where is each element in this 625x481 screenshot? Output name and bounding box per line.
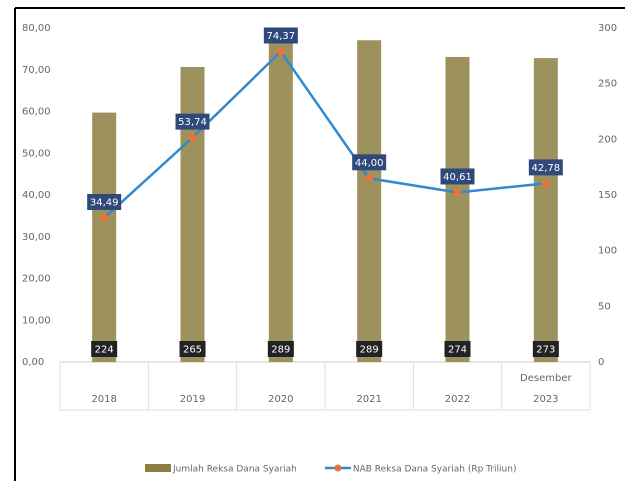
value-label-box: [263, 27, 298, 44]
value-label-box: [87, 194, 122, 211]
y-tick-label: 20,00: [22, 274, 51, 285]
value-label: 44,00: [355, 158, 384, 169]
y-tick-label: 30,00: [22, 232, 51, 243]
value-label-box: [440, 168, 475, 185]
bar-label: 224: [95, 345, 114, 356]
bar-label-box: [267, 341, 294, 357]
y2-tick-label: 250: [598, 79, 617, 90]
x-annotation: Desember: [520, 373, 572, 384]
bar-label: 273: [536, 345, 555, 356]
bar-label: 265: [183, 345, 202, 356]
marker: [541, 179, 550, 188]
x-tick-label: 2020: [268, 394, 293, 405]
value-label: 74,37: [267, 31, 296, 42]
y2-tick-label: 0: [598, 357, 604, 368]
marker: [276, 47, 285, 56]
bar-label: 289: [360, 345, 379, 356]
marker: [453, 188, 462, 197]
y2-tick-label: 50: [598, 301, 611, 312]
bar-label-box: [532, 341, 559, 357]
bar: [180, 66, 205, 362]
y2-tick-label: 150: [598, 190, 617, 201]
y-tick-label: 60,00: [22, 107, 51, 118]
bar: [92, 112, 117, 362]
y2-tick-label: 100: [598, 246, 617, 257]
value-label: 34,49: [90, 198, 119, 209]
marker: [188, 133, 197, 142]
y-tick-label: 10,00: [22, 315, 51, 326]
x-tick-label: 2023: [533, 394, 558, 405]
bar: [268, 40, 293, 362]
legend-marker: [334, 464, 342, 472]
bar-label: 274: [448, 345, 467, 356]
y-tick-label: 40,00: [22, 190, 51, 201]
legend-label: NAB Reksa Dana Syariah (Rp Triliun): [353, 465, 517, 475]
bar: [357, 40, 382, 362]
legend-swatch: [145, 464, 171, 472]
x-tick-label: 2022: [445, 394, 470, 405]
y-tick-label: 80,00: [22, 23, 51, 34]
bar-label-box: [356, 341, 383, 357]
x-tick-label: 2018: [91, 394, 116, 405]
marker: [365, 174, 374, 183]
y2-tick-label: 300: [598, 23, 617, 34]
marker: [100, 214, 109, 223]
value-label: 40,61: [443, 172, 472, 183]
x-tick-label: 2021: [356, 394, 381, 405]
value-label: 53,74: [178, 117, 207, 128]
x-tick-label: 2019: [180, 394, 205, 405]
value-label: 42,78: [532, 163, 561, 174]
value-label-box: [352, 154, 387, 171]
bar: [445, 56, 470, 363]
y-tick-label: 0,00: [22, 357, 44, 368]
line: [103, 49, 546, 219]
y2-tick-label: 200: [598, 134, 617, 145]
legend-label: Jumlah Reksa Dana Syariah: [172, 465, 297, 475]
y-tick-label: 50,00: [22, 148, 51, 159]
bar: [533, 58, 558, 363]
bar-label-box: [91, 341, 118, 357]
y-tick-label: 70,00: [22, 65, 51, 76]
value-label-box: [175, 113, 210, 130]
bar-label-box: [179, 341, 206, 357]
bar-label: 289: [271, 345, 290, 356]
bar-label-box: [444, 341, 471, 357]
value-label-box: [528, 159, 563, 176]
